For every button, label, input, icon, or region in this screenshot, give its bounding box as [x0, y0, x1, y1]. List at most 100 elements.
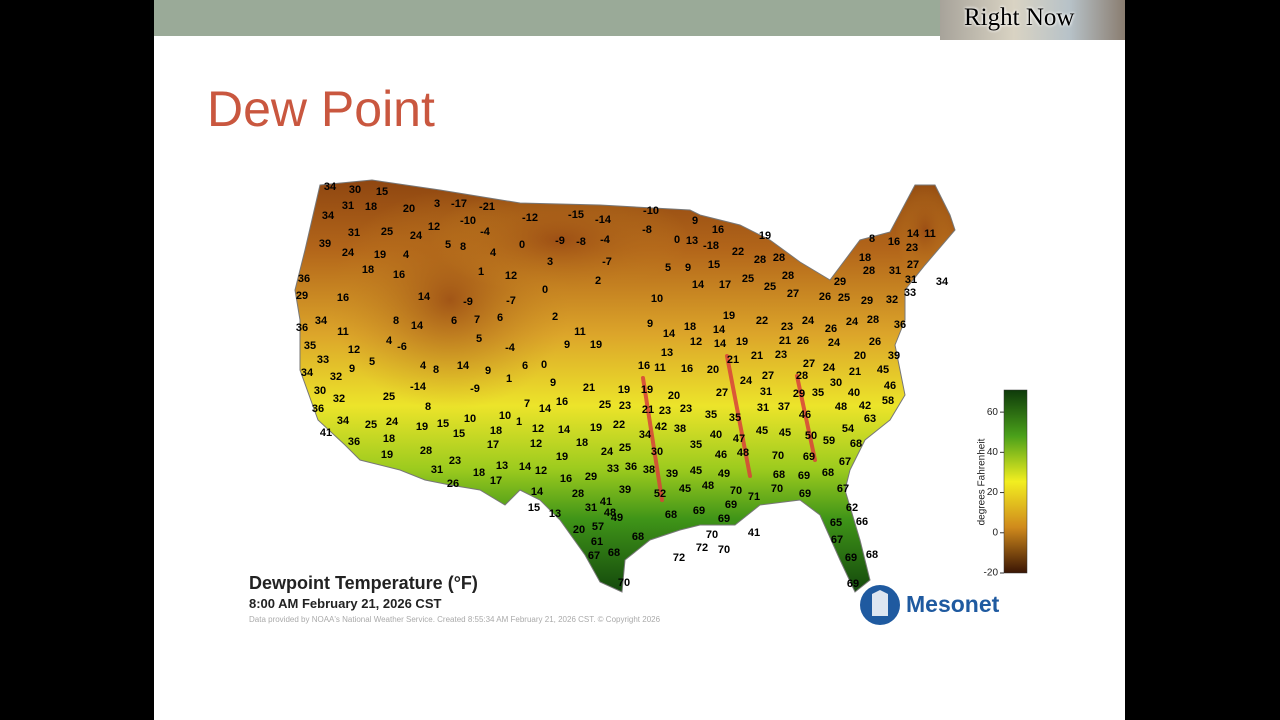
station-value: 59: [823, 435, 835, 447]
station-value: 34: [324, 181, 337, 193]
station-value: 67: [839, 456, 851, 468]
station-value: 19: [759, 230, 771, 242]
station-value: 63: [864, 413, 876, 425]
station-value: 8: [460, 241, 466, 253]
top-bar: [154, 0, 940, 36]
station-value: 32: [333, 393, 345, 405]
station-value: 62: [846, 502, 858, 514]
station-value: -10: [643, 205, 659, 217]
station-value: 68: [608, 547, 620, 559]
station-value: 36: [625, 461, 637, 473]
station-value: 12: [532, 423, 544, 435]
station-value: -8: [576, 236, 586, 248]
station-value: 68: [850, 438, 862, 450]
station-value: 28: [863, 265, 875, 277]
station-value: 21: [849, 366, 861, 378]
station-value: 54: [842, 423, 855, 435]
station-value: 9: [564, 339, 570, 351]
station-value: 18: [365, 201, 377, 213]
station-value: 70: [718, 544, 730, 556]
station-value: 4: [420, 360, 427, 372]
station-value: 16: [638, 360, 650, 372]
station-value: 58: [882, 395, 894, 407]
station-value: 70: [771, 483, 783, 495]
station-value: -4: [480, 226, 491, 238]
station-value: 69: [803, 451, 815, 463]
station-value: 15: [376, 186, 388, 198]
station-value: 9: [685, 262, 691, 274]
station-value: 27: [907, 259, 919, 271]
station-value: 35: [729, 412, 741, 424]
station-value: 46: [799, 409, 811, 421]
station-value: 19: [556, 451, 568, 463]
station-value: -10: [460, 215, 476, 227]
station-value: 45: [679, 483, 691, 495]
station-value: 67: [588, 550, 600, 562]
station-value: 20: [854, 350, 866, 362]
station-value: 8: [425, 401, 431, 413]
station-value: 14: [457, 360, 470, 372]
station-value: 18: [362, 264, 374, 276]
station-value: 18: [473, 467, 485, 479]
station-value: 48: [702, 480, 714, 492]
station-value: 14: [713, 324, 726, 336]
station-value: 69: [847, 578, 859, 590]
station-value: 67: [837, 483, 849, 495]
station-value: 69: [798, 470, 810, 482]
station-value: 36: [298, 273, 310, 285]
station-value: 24: [846, 316, 859, 328]
station-value: 2: [552, 311, 558, 323]
station-value: 32: [330, 371, 342, 383]
station-value: 10: [651, 293, 663, 305]
station-value: 36: [312, 403, 324, 415]
fronts: [641, 354, 817, 502]
station-value: 71: [748, 491, 760, 503]
station-value: 45: [756, 425, 768, 437]
station-value: 24: [342, 247, 355, 259]
station-value: 23: [659, 405, 671, 417]
station-value: 61: [591, 536, 603, 548]
station-value: 14: [411, 320, 424, 332]
station-value: 19: [641, 384, 653, 396]
station-value: 0: [519, 239, 525, 251]
station-value: 27: [803, 358, 815, 370]
station-value: 10: [499, 410, 511, 422]
station-value: 18: [576, 437, 588, 449]
station-value: 23: [775, 349, 787, 361]
station-value: 49: [718, 468, 730, 480]
station-value: 12: [530, 438, 542, 450]
station-value: 23: [781, 321, 793, 333]
station-value: 35: [304, 340, 316, 352]
station-value: 31: [348, 227, 360, 239]
station-value: 25: [619, 442, 631, 454]
station-value: 30: [651, 446, 663, 458]
station-value: 21: [727, 354, 739, 366]
station-value: 23: [906, 242, 918, 254]
station-value: -4: [505, 342, 516, 354]
station-value: 34: [639, 429, 652, 441]
station-value: 16: [556, 396, 568, 408]
colorbar-label: degrees Fahrenheit: [977, 438, 988, 525]
station-value: 69: [725, 499, 737, 511]
station-value: 28: [420, 445, 432, 457]
map-title: Dewpoint Temperature (°F): [249, 573, 478, 593]
station-value: 20: [668, 390, 680, 402]
station-value: 34: [301, 367, 314, 379]
video-badge: Right Now: [940, 0, 1125, 40]
station-value: 5: [476, 333, 482, 345]
station-value: 12: [690, 336, 702, 348]
station-value: 14: [519, 461, 532, 473]
station-value: 69: [799, 488, 811, 500]
station-value: 46: [884, 380, 896, 392]
station-value: 65: [830, 517, 842, 529]
station-value: 36: [348, 436, 360, 448]
station-value: 6: [451, 315, 457, 327]
station-value: 33: [317, 354, 329, 366]
station-value: 16: [393, 269, 405, 281]
station-value: 26: [447, 478, 459, 490]
station-value: 48: [604, 507, 616, 519]
station-value: 57: [592, 521, 604, 533]
station-value: 25: [381, 226, 393, 238]
station-value: 29: [296, 290, 308, 302]
